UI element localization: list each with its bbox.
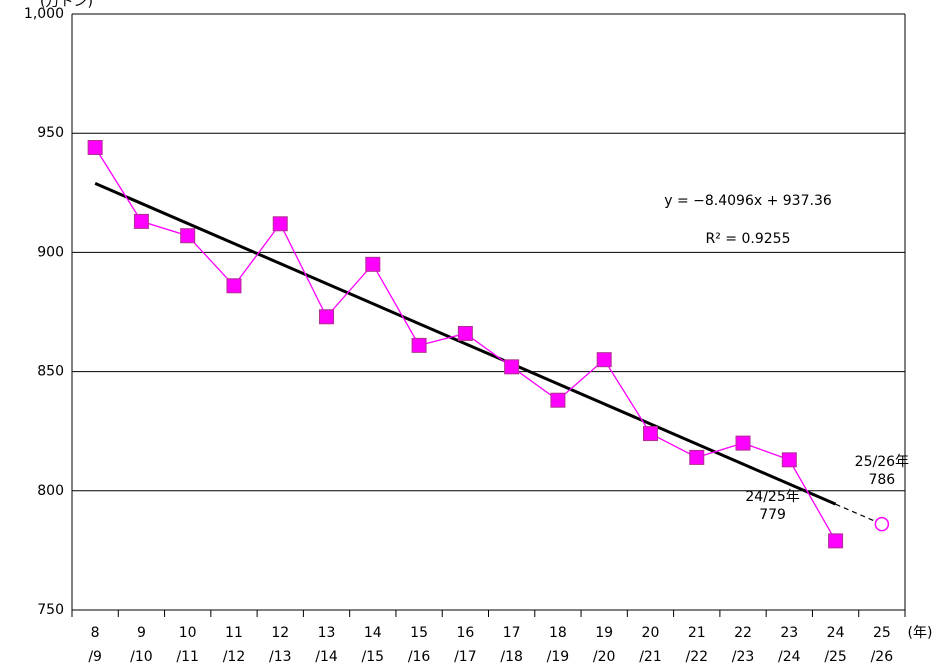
x-tick-label: /25 [824, 649, 847, 665]
data-point [596, 352, 612, 368]
x-tick-label: /10 [130, 649, 153, 665]
trend-line [94, 182, 837, 506]
trend-r2: R² = 0.9255 [706, 231, 791, 247]
x-tick-label: /16 [408, 649, 431, 665]
x-tick-label: /22 [685, 649, 708, 665]
x-tick-label: 20 [642, 625, 660, 641]
data-point [781, 452, 797, 468]
data-point [87, 140, 103, 156]
x-tick-label: 10 [179, 625, 197, 641]
data-point [272, 216, 288, 232]
y-tick-label: 900 [37, 244, 64, 260]
x-tick-label: /15 [362, 649, 385, 665]
x-tick-label: 15 [410, 625, 428, 641]
data-point [689, 449, 705, 465]
data-point [735, 435, 751, 451]
data-point [504, 359, 520, 375]
y-unit: (万トン) [40, 0, 93, 10]
x-tick-label: /12 [223, 649, 246, 665]
x-tick-label: 18 [549, 625, 567, 641]
x-tick-label: 21 [688, 625, 706, 641]
annotation: 25/26年 [855, 454, 909, 470]
data-point [226, 278, 242, 294]
x-tick-label: /23 [732, 649, 755, 665]
data-point [319, 309, 335, 325]
x-tick-label: 17 [503, 625, 521, 641]
x-tick-label: /11 [176, 649, 199, 665]
y-tick-label: 1,000 [24, 6, 64, 22]
x-tick-label: /20 [593, 649, 616, 665]
trend-equation: y = −8.4096x + 937.36 [664, 193, 832, 209]
x-tick-label: 25 [873, 625, 891, 641]
data-point [411, 337, 427, 353]
x-tick-label: 11 [225, 625, 243, 641]
x-unit: (年) [908, 625, 933, 641]
data-point [457, 325, 473, 341]
data-point [133, 213, 149, 229]
x-tick-label: /17 [454, 649, 477, 665]
x-tick-label: 13 [318, 625, 336, 641]
x-tick-label: 19 [595, 625, 613, 641]
x-tick-label: /9 [88, 649, 102, 665]
data-point [550, 392, 566, 408]
data-point [180, 228, 196, 244]
x-tick-label: 22 [734, 625, 752, 641]
trend-extension [835, 503, 883, 525]
forecast-point [874, 516, 890, 532]
y-tick-label: 750 [37, 602, 64, 618]
data-point [365, 256, 381, 272]
annotation: 24/25年 [745, 489, 799, 505]
y-tick-label: 800 [37, 483, 64, 499]
x-tick-label: /18 [500, 649, 523, 665]
data-point [642, 426, 658, 442]
x-tick-label: 8 [91, 625, 100, 641]
x-tick-label: /21 [639, 649, 662, 665]
x-tick-label: 12 [271, 625, 289, 641]
x-tick-label: 24 [827, 625, 845, 641]
value-label: 786 [868, 472, 895, 488]
x-tick-label: 9 [137, 625, 146, 641]
x-tick-label: 23 [780, 625, 798, 641]
x-tick-label: 16 [456, 625, 474, 641]
x-tick-label: /19 [547, 649, 570, 665]
x-tick-label: /14 [315, 649, 338, 665]
y-tick-label: 950 [37, 125, 64, 141]
value-label: 779 [759, 507, 786, 523]
x-tick-label: /13 [269, 649, 292, 665]
x-tick-label: 14 [364, 625, 382, 641]
x-tick-label: /26 [871, 649, 894, 665]
data-point [828, 533, 844, 549]
y-tick-label: 850 [37, 364, 64, 380]
x-tick-label: /24 [778, 649, 801, 665]
